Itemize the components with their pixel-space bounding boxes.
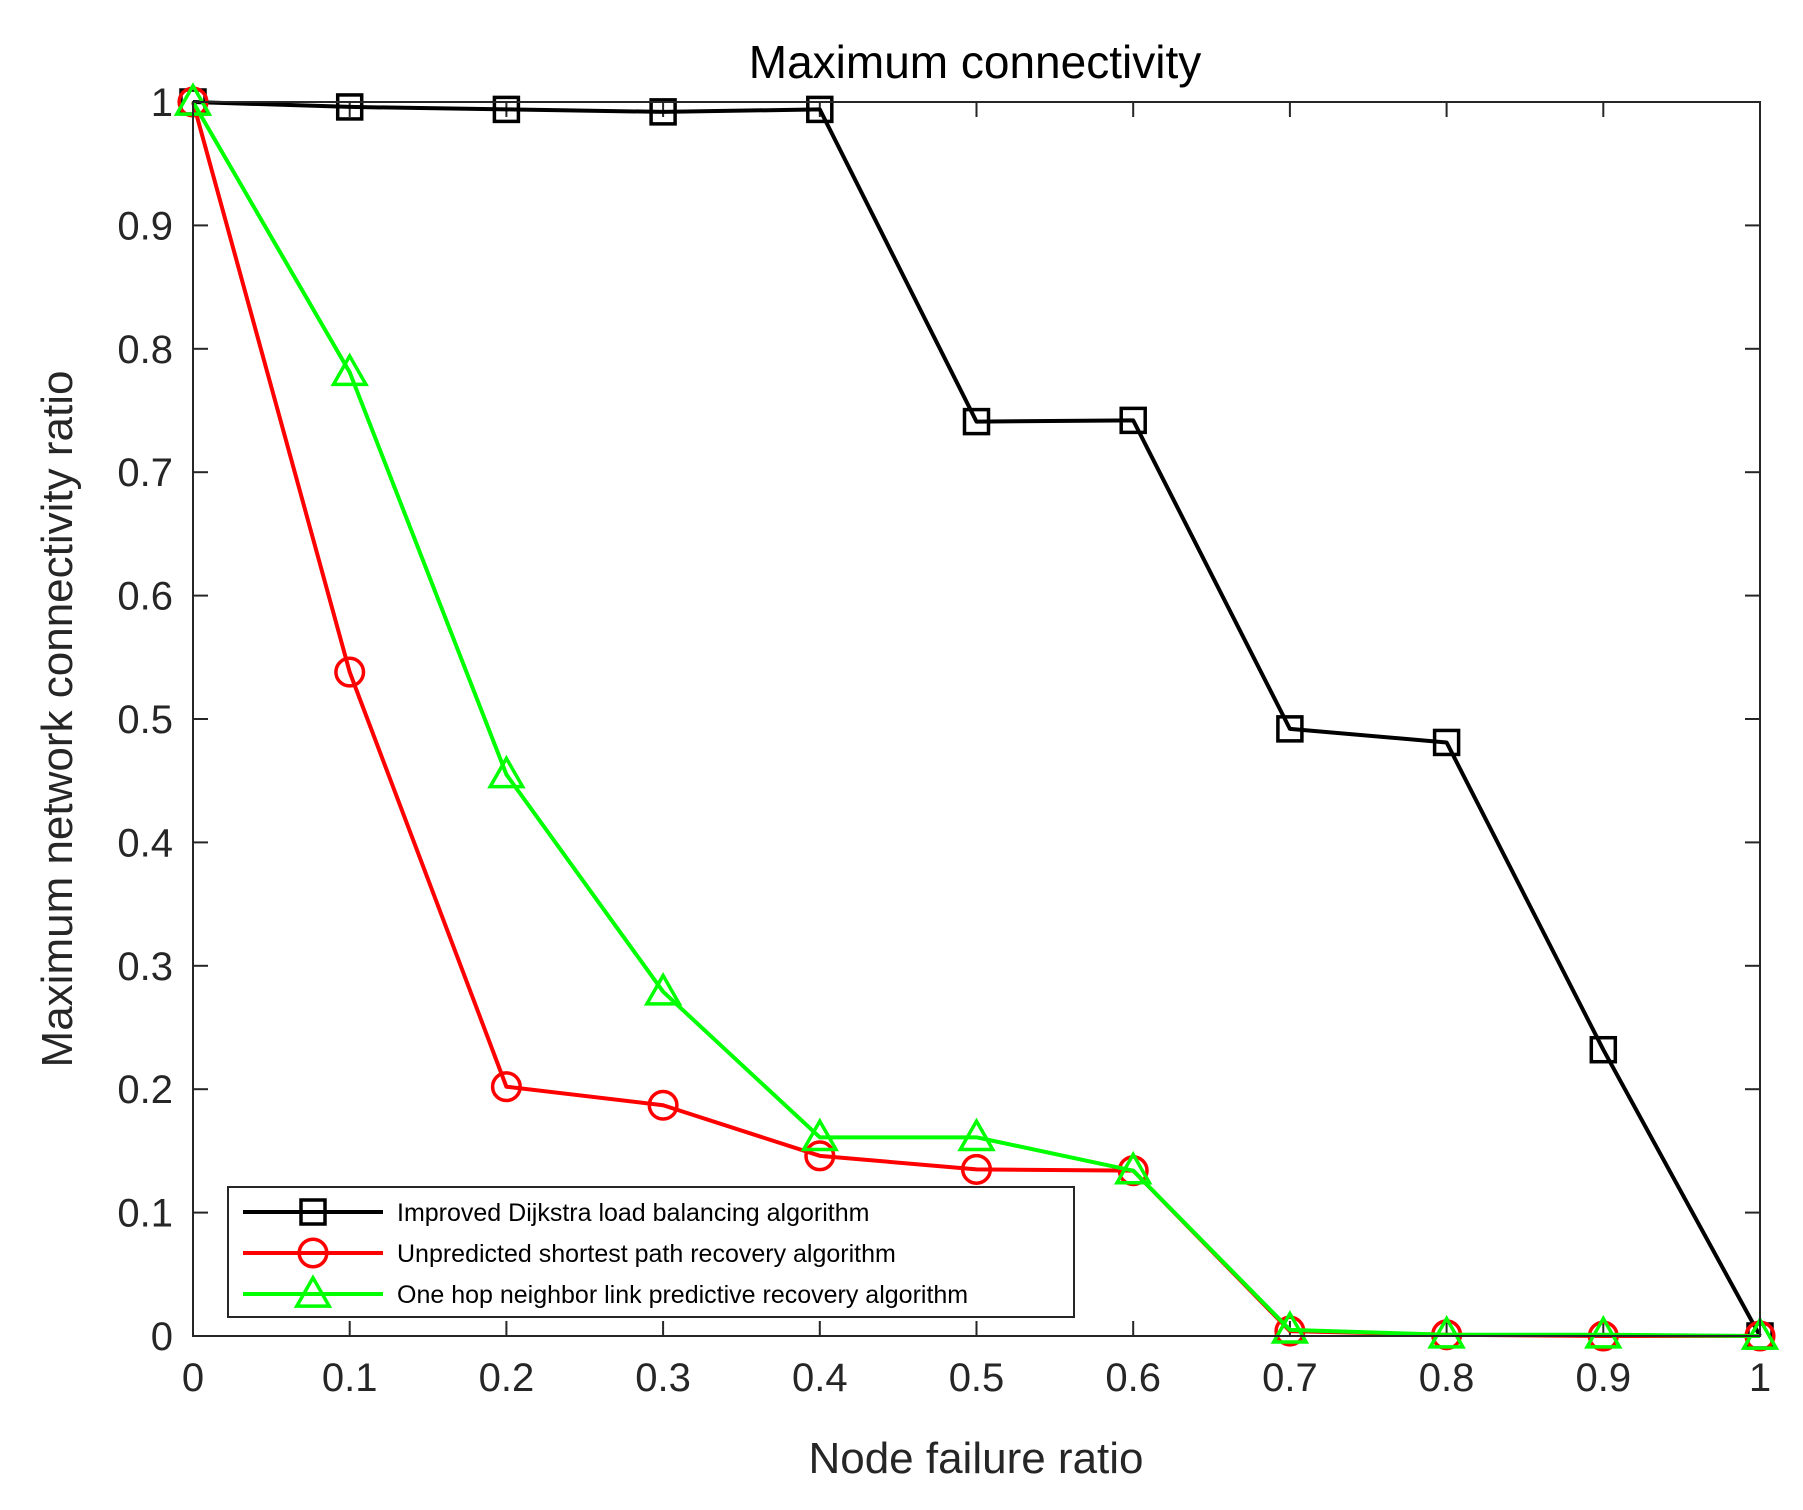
legend-item: Improved Dijkstra load balancing algorit…: [243, 1198, 869, 1227]
x-tick-label: 0.4: [792, 1356, 848, 1400]
data-point-square: [492, 95, 521, 124]
x-tick-label: 0.5: [949, 1356, 1005, 1400]
x-tick-label: 0: [182, 1356, 204, 1400]
y-tick-label: 0: [151, 1315, 173, 1359]
data-point-square: [1432, 728, 1461, 757]
series-triangle: [173, 82, 1780, 1350]
x-tick-label: 0.1: [322, 1356, 378, 1400]
legend-marker-circle: [297, 1237, 329, 1269]
y-tick-label: 0.5: [117, 698, 173, 742]
data-point-square: [1276, 715, 1304, 743]
y-axis-label: Maximum network connectivity ratio: [33, 371, 82, 1068]
y-tick-label: 0.6: [117, 575, 173, 619]
series-line: [191, 100, 1761, 1338]
legend-marker-triangle: [293, 1274, 333, 1308]
x-axis-label: Node failure ratio: [808, 1434, 1143, 1483]
data-point-circle: [804, 1140, 836, 1172]
data-point-triangle: [487, 754, 526, 789]
data-point-triangle: [1270, 1310, 1310, 1344]
x-tick-label: 0.2: [479, 1356, 535, 1400]
legend: Improved Dijkstra load balancing algorit…: [227, 1186, 1075, 1318]
x-tick-label: 0.6: [1105, 1356, 1161, 1400]
y-tick-label: 0.7: [117, 451, 173, 495]
legend-marker-square: [299, 1198, 327, 1226]
chart-title: Maximum connectivity: [749, 36, 1201, 88]
y-tick-label: 0.9: [117, 204, 173, 248]
y-tick-label: 1: [151, 81, 173, 125]
data-point-square: [1589, 1035, 1618, 1064]
data-point-triangle: [957, 1117, 996, 1152]
plot-area: [193, 102, 1760, 1336]
x-tick-label: 0.8: [1419, 1356, 1475, 1400]
y-tick-label: 0.3: [117, 945, 173, 989]
data-point-square: [649, 98, 677, 126]
x-tick-label: 0.7: [1262, 1356, 1318, 1400]
data-point-circle: [334, 656, 366, 688]
x-tick-label: 1: [1749, 1356, 1771, 1400]
y-tick-label: 0.1: [117, 1192, 173, 1236]
data-point-triangle: [1427, 1315, 1466, 1349]
data-point-square: [335, 93, 364, 121]
data-point-square: [806, 95, 834, 124]
data-point-triangle: [1113, 1150, 1153, 1185]
data-point-square: [962, 407, 991, 436]
data-point-square: [1119, 406, 1147, 435]
ticks-layer: 0 0.1 0.2 0.3 0.4 0.5 0.6 0.7 0.8 0.9 1 0 0.1 0.2 0.3 0…: [117, 81, 1771, 1400]
data-point-triangle: [800, 1117, 840, 1152]
legend-item: One hop neighbor link predictive recover…: [243, 1274, 968, 1309]
data-point-circle: [960, 1153, 993, 1185]
series-line: [192, 100, 1762, 1337]
x-tick-label: 0.9: [1575, 1356, 1631, 1400]
legend-label: One hop neighbor link predictive recover…: [397, 1281, 968, 1309]
data-point-circle: [490, 1071, 522, 1103]
data-point-circle: [647, 1089, 679, 1121]
y-tick-label: 0.8: [117, 328, 173, 372]
data-point-triangle: [330, 352, 369, 387]
y-tick-label: 0.2: [117, 1068, 173, 1112]
plot-frame: [192, 101, 1761, 1337]
data-point-triangle: [643, 971, 683, 1006]
x-tick-label: 0.3: [635, 1356, 691, 1400]
data-point-triangle: [1740, 1316, 1780, 1350]
y-tick-label: 0.4: [117, 821, 173, 865]
legend-label: Unpredicted shortest path recovery algor…: [397, 1240, 896, 1268]
data-point-triangle: [1584, 1315, 1623, 1349]
legend-label: Improved Dijkstra load balancing algorit…: [397, 1199, 869, 1227]
legend-item: Unpredicted shortest path recovery algor…: [243, 1237, 896, 1269]
